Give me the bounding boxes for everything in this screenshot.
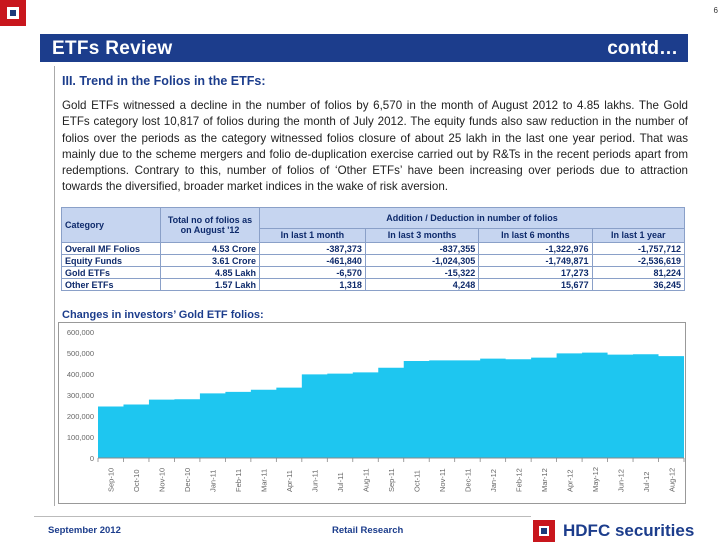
row-6-months: -1,749,871 — [478, 254, 593, 267]
row-6-months: -1,322,976 — [478, 242, 593, 255]
y-tick-label: 500,000 — [67, 349, 94, 358]
header-3-months: In last 3 months — [364, 227, 480, 244]
x-tick-label: Jul-11 — [336, 472, 345, 492]
row-category: Other ETFs — [61, 278, 161, 291]
x-tick-label: Jan-11 — [209, 470, 218, 492]
row-1-year: 36,245 — [591, 278, 686, 291]
row-1-year: -1,757,712 — [591, 242, 686, 255]
row-1-month: -461,840 — [259, 254, 366, 267]
x-tick-label: Jun-11 — [311, 470, 320, 492]
x-tick-label: Sep-11 — [387, 468, 396, 492]
row-3-months: -15,322 — [364, 266, 480, 279]
row-1-month: -387,373 — [259, 242, 366, 255]
content-area: III. Trend in the Folios in the ETFs: Go… — [54, 66, 689, 506]
x-tick-label: Apr-12 — [565, 469, 574, 492]
x-tick-label: Nov-11 — [438, 468, 447, 492]
row-6-months: 17,273 — [478, 266, 593, 279]
y-tick-label: 600,000 — [67, 328, 94, 337]
x-tick-label: Aug-11 — [362, 468, 371, 492]
x-tick-label: Sep-10 — [107, 468, 116, 492]
x-tick-label: Jun-12 — [616, 469, 625, 492]
header-1-month: In last 1 month — [259, 227, 366, 244]
y-tick-label: 300,000 — [67, 391, 94, 400]
row-1-month: 1,318 — [259, 278, 366, 291]
x-tick-label: Mar-12 — [540, 468, 549, 492]
title-bar: ETFs Review contd… — [40, 34, 688, 62]
row-1-year: -2,536,619 — [591, 254, 686, 267]
row-category: Equity Funds — [61, 254, 161, 267]
row-3-months: -1,024,305 — [364, 254, 480, 267]
folio-table: Category Total no of folios as on August… — [61, 207, 686, 291]
row-total: 3.61 Crore — [160, 254, 260, 267]
table-row: Other ETFs 1.57 Lakh 1,318 4,248 15,677 … — [61, 278, 686, 291]
y-tick-label: 200,000 — [67, 412, 94, 421]
table-row: Gold ETFs 4.85 Lakh -6,570 -15,322 17,27… — [61, 266, 686, 279]
x-tick-label: Mar-11 — [260, 469, 269, 492]
row-total: 4.53 Crore — [160, 242, 260, 255]
footer-divider — [34, 516, 728, 517]
continued-label: contd… — [607, 38, 678, 59]
header-category: Category — [61, 207, 161, 243]
row-3-months: -837,355 — [364, 242, 480, 255]
row-category: Overall MF Folios — [61, 242, 161, 255]
row-1-month: -6,570 — [259, 266, 366, 279]
x-tick-label: Jan-12 — [489, 469, 498, 492]
x-tick-label: Jul-12 — [642, 472, 651, 492]
x-tick-label: Apr-11 — [285, 470, 294, 492]
brand-name: HDFC securities — [563, 521, 695, 540]
x-tick-label: Oct-10 — [132, 469, 141, 492]
footer-date: September 2012 — [48, 525, 121, 536]
page-title: ETFs Review — [52, 38, 173, 59]
table-row: Overall MF Folios 4.53 Crore -387,373 -8… — [61, 242, 686, 255]
row-1-year: 81,224 — [591, 266, 686, 279]
y-tick-label: 0 — [90, 454, 94, 463]
x-tick-label: Feb-12 — [514, 468, 523, 492]
row-category: Gold ETFs — [61, 266, 161, 279]
row-total: 4.85 Lakh — [160, 266, 260, 279]
folio-area-series — [98, 352, 684, 458]
section-paragraph: Gold ETFs witnessed a decline in the num… — [62, 99, 688, 194]
x-tick-label: May-12 — [591, 467, 600, 492]
row-total: 1.57 Lakh — [160, 278, 260, 291]
header-total: Total no of folios as on August '12 — [160, 207, 260, 243]
table-row: Equity Funds 3.61 Crore -461,840 -1,024,… — [61, 254, 686, 267]
row-6-months: 15,677 — [478, 278, 593, 291]
x-tick-label: Dec-10 — [183, 468, 192, 492]
y-tick-label: 100,000 — [67, 433, 94, 442]
x-tick-label: Feb-11 — [234, 469, 243, 492]
header-1-year: In last 1 year — [591, 227, 686, 244]
x-tick-label: Nov-10 — [158, 468, 167, 492]
row-3-months: 4,248 — [364, 278, 480, 291]
gold-etf-folios-chart: 0 100,000 200,000 300,000 400,000 500,000 600,… — [58, 322, 686, 504]
section-heading: III. Trend in the Folios in the ETFs: — [62, 74, 266, 88]
brand-logo: HDFC securities — [531, 516, 728, 546]
page-number: 6 — [713, 6, 718, 15]
y-tick-label: 400,000 — [67, 370, 94, 379]
header-6-months: In last 6 months — [478, 227, 593, 244]
hdfc-logo-icon — [0, 0, 26, 26]
chart-title: Changes in investors’ Gold ETF folios: — [62, 309, 264, 321]
header-group: Addition / Deduction in number of folios — [259, 207, 685, 229]
x-tick-label: Aug-12 — [667, 468, 676, 492]
x-tick-label: Dec-11 — [463, 468, 472, 492]
brand-logo-icon — [533, 520, 555, 542]
x-tick-label: Oct-11 — [412, 470, 421, 492]
footer-center-label: Retail Research — [332, 525, 404, 536]
